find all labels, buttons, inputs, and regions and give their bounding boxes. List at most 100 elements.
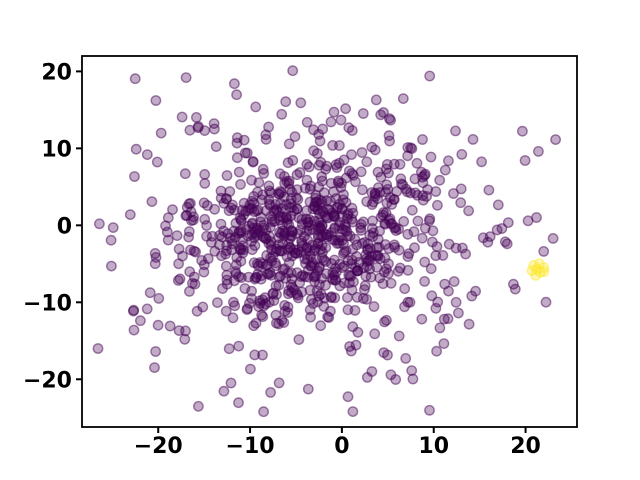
scatter-point [252,186,263,198]
scatter-point [301,158,313,170]
scatter-point [283,219,295,231]
scatter-outlier-point [106,260,117,272]
y-tick-label: 10 [41,137,72,162]
scatter-point [393,330,405,342]
scatter-point [302,383,314,395]
scatter-point [162,212,174,224]
scatter-point [311,148,323,159]
scatter-point [340,103,351,115]
scatter-point [223,343,235,355]
scatter-point [257,163,269,175]
scatter-point [369,328,381,340]
scatter-point [164,320,176,332]
x-tick-label: −20 [134,434,183,459]
scatter-point [434,174,446,186]
scatter-point [188,211,199,223]
scatter-point [184,266,196,278]
scatter-point [307,298,319,309]
scatter-point [124,209,136,221]
scatter-point [501,238,513,250]
scatter-point [357,216,369,228]
scatter-point [372,182,384,194]
scatter-point [361,156,373,168]
scatter-point [208,118,220,130]
scatter-point [224,186,236,197]
scatter-point [190,112,202,123]
scatter-point [334,258,346,270]
scatter-point [407,373,419,385]
scatter-point [452,307,464,319]
scatter-point [221,269,233,281]
scatter-point [397,93,409,105]
scatter-point [231,89,243,101]
scatter-point [335,114,347,126]
scatter-point [352,326,364,338]
scatter-point [426,236,438,248]
y-tick-label: 20 [41,60,72,85]
scatter-point [259,292,271,304]
scatter-point [289,131,301,143]
scatter-point [430,186,442,197]
axis-tick-labels-layer: −20 −10 0 10 20 −20 −10 0 10 20 [23,60,541,459]
scatter-point [304,183,316,195]
scatter-point [129,171,140,182]
scatter-point [416,232,428,244]
y-tick-label: 0 [57,214,72,239]
scatter-point [419,275,430,287]
scatter-point [320,210,332,222]
scatter-point [176,111,188,123]
scatter-point [384,135,395,147]
scatter-point [509,283,521,295]
scatter-point [340,221,352,233]
scatter-point [389,241,401,253]
scatter-point [285,198,297,210]
scatter-outlier-point [547,232,559,244]
scatter-point [270,309,282,321]
scatter-point [333,140,345,151]
scatter-point [246,285,258,297]
scatter-point [151,156,163,168]
scatter-point [438,313,450,325]
scatter-point [366,141,378,153]
scatter-point [463,318,475,330]
scatter-point [342,391,354,403]
scatter-point [238,134,250,146]
scatter-point [399,283,411,295]
scatter-point [476,156,487,168]
scatter-point [218,385,230,397]
scatter-point [430,302,442,314]
scatter-point [228,204,240,216]
scatter-point [336,203,348,215]
scatter-point [215,185,227,197]
scatter-point [377,278,389,290]
scatter-point [280,96,292,108]
scatter-point [419,222,431,234]
scatter-point [370,94,382,106]
scatter-point [235,227,247,239]
scatter-point [146,196,158,208]
scatter-point [384,192,396,203]
scatter-point [233,340,245,352]
scatter-point [357,293,369,304]
outlier-cluster-point [538,266,550,277]
scatter-point [314,194,326,206]
scatter-point [128,324,140,336]
scatter-point [260,133,272,145]
scatter-point [244,363,256,375]
scatter-point [208,123,220,135]
scatter-point [293,334,305,345]
scatter-outlier-point [94,218,105,230]
scatter-point [394,262,406,274]
scatter-point [199,177,211,189]
scatter-point [380,263,392,275]
scatter-point [256,309,267,321]
scatter-point [345,345,357,357]
scatter-point [313,290,325,302]
scatter-point [403,248,415,260]
scatter-point [291,247,303,259]
scatter-point [180,325,191,337]
scatter-point [314,208,325,220]
scatter-point [519,155,531,166]
scatter-point [313,128,325,140]
scatter-point [502,217,514,229]
